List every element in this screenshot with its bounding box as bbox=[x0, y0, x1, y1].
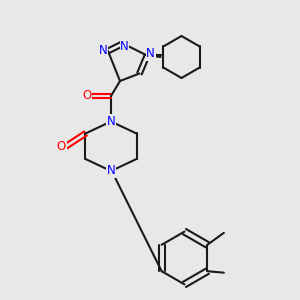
Text: N: N bbox=[106, 115, 116, 128]
Text: N: N bbox=[99, 44, 108, 58]
Text: O: O bbox=[57, 140, 66, 153]
Text: N: N bbox=[120, 40, 129, 53]
Text: N: N bbox=[106, 164, 116, 178]
Text: N: N bbox=[146, 47, 155, 61]
Text: O: O bbox=[82, 89, 91, 103]
